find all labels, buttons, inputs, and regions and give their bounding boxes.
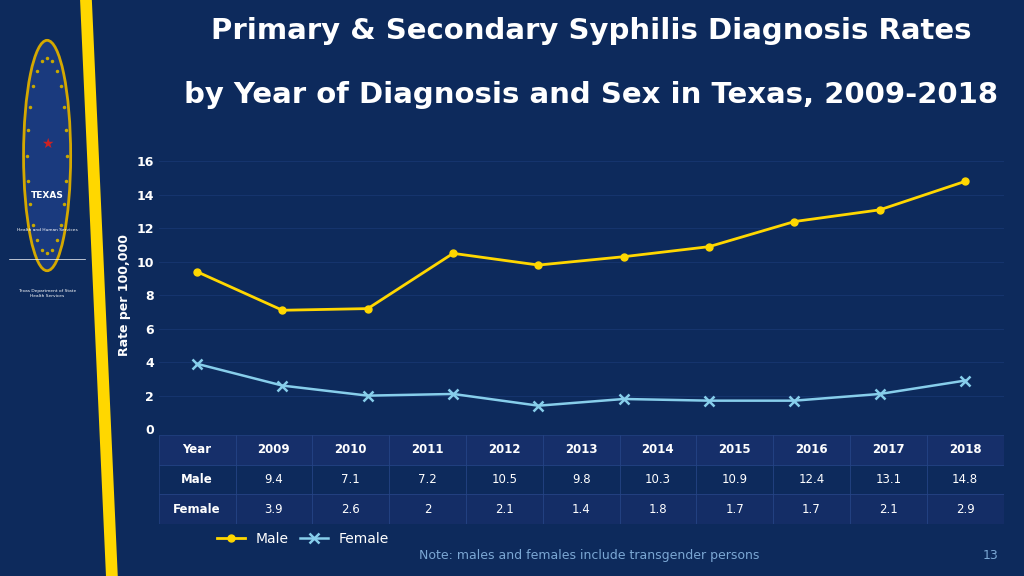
- Text: 2.1: 2.1: [495, 503, 514, 516]
- Text: Texas Department of State
Health Services: Texas Department of State Health Service…: [18, 290, 76, 298]
- Text: Primary & Secondary Syphilis Diagnosis Rates: Primary & Secondary Syphilis Diagnosis R…: [211, 17, 972, 46]
- Bar: [927, 494, 1004, 524]
- Bar: [620, 435, 696, 465]
- Text: 2010: 2010: [335, 444, 367, 456]
- Text: 7.1: 7.1: [341, 473, 360, 486]
- Bar: [773, 465, 850, 494]
- Text: 2.9: 2.9: [955, 503, 975, 516]
- Text: 2018: 2018: [949, 444, 981, 456]
- Bar: [236, 494, 312, 524]
- Text: Health and Human Services: Health and Human Services: [16, 229, 78, 232]
- Bar: [543, 435, 620, 465]
- Text: 10.9: 10.9: [722, 473, 748, 486]
- Bar: [159, 494, 236, 524]
- Bar: [543, 465, 620, 494]
- Bar: [696, 435, 773, 465]
- Text: 2011: 2011: [412, 444, 443, 456]
- Text: 2013: 2013: [565, 444, 597, 456]
- Circle shape: [24, 40, 71, 271]
- Bar: [236, 465, 312, 494]
- Text: Note: males and females include transgender persons: Note: males and females include transgen…: [419, 548, 759, 562]
- Bar: [927, 435, 1004, 465]
- Y-axis label: Rate per 100,000: Rate per 100,000: [118, 234, 131, 356]
- Text: 9.8: 9.8: [571, 473, 591, 486]
- Bar: [389, 465, 466, 494]
- Bar: [466, 465, 543, 494]
- Text: 10.5: 10.5: [492, 473, 517, 486]
- Bar: [466, 494, 543, 524]
- Text: 12.4: 12.4: [799, 473, 824, 486]
- Bar: [312, 465, 389, 494]
- Text: 1.8: 1.8: [648, 503, 668, 516]
- Bar: [236, 435, 312, 465]
- Text: 7.2: 7.2: [418, 473, 437, 486]
- Text: 2015: 2015: [719, 444, 751, 456]
- Text: 2009: 2009: [258, 444, 290, 456]
- Bar: [850, 494, 927, 524]
- Bar: [159, 465, 236, 494]
- Text: 14.8: 14.8: [952, 473, 978, 486]
- Text: 1.7: 1.7: [802, 503, 821, 516]
- Bar: [620, 465, 696, 494]
- Bar: [312, 435, 389, 465]
- Text: by Year of Diagnosis and Sex in Texas, 2009-2018: by Year of Diagnosis and Sex in Texas, 2…: [184, 81, 998, 109]
- Text: 13: 13: [983, 548, 998, 562]
- Bar: [389, 494, 466, 524]
- Bar: [773, 494, 850, 524]
- Text: 9.4: 9.4: [264, 473, 284, 486]
- Bar: [466, 435, 543, 465]
- Bar: [159, 435, 236, 465]
- Bar: [620, 494, 696, 524]
- Text: Year: Year: [182, 444, 212, 456]
- Bar: [773, 435, 850, 465]
- Text: Male: Male: [181, 473, 213, 486]
- Text: 1.7: 1.7: [725, 503, 744, 516]
- Text: 2014: 2014: [642, 444, 674, 456]
- Text: 2: 2: [424, 503, 431, 516]
- Text: 2017: 2017: [872, 444, 904, 456]
- Bar: [850, 465, 927, 494]
- Bar: [312, 494, 389, 524]
- Text: 3.9: 3.9: [264, 503, 284, 516]
- Bar: [850, 435, 927, 465]
- Text: 10.3: 10.3: [645, 473, 671, 486]
- Text: ★: ★: [41, 137, 53, 151]
- Text: 2012: 2012: [488, 444, 520, 456]
- Bar: [927, 465, 1004, 494]
- Bar: [389, 435, 466, 465]
- Text: TEXAS: TEXAS: [31, 191, 63, 200]
- Bar: [696, 494, 773, 524]
- Bar: [543, 494, 620, 524]
- Text: Female: Female: [173, 503, 221, 516]
- Bar: [696, 465, 773, 494]
- Text: 13.1: 13.1: [876, 473, 901, 486]
- Text: 1.4: 1.4: [571, 503, 591, 516]
- Text: 2.6: 2.6: [341, 503, 360, 516]
- Text: 2.1: 2.1: [879, 503, 898, 516]
- Polygon shape: [80, 0, 118, 576]
- Legend: Male, Female: Male, Female: [211, 526, 394, 551]
- Text: 2016: 2016: [796, 444, 827, 456]
